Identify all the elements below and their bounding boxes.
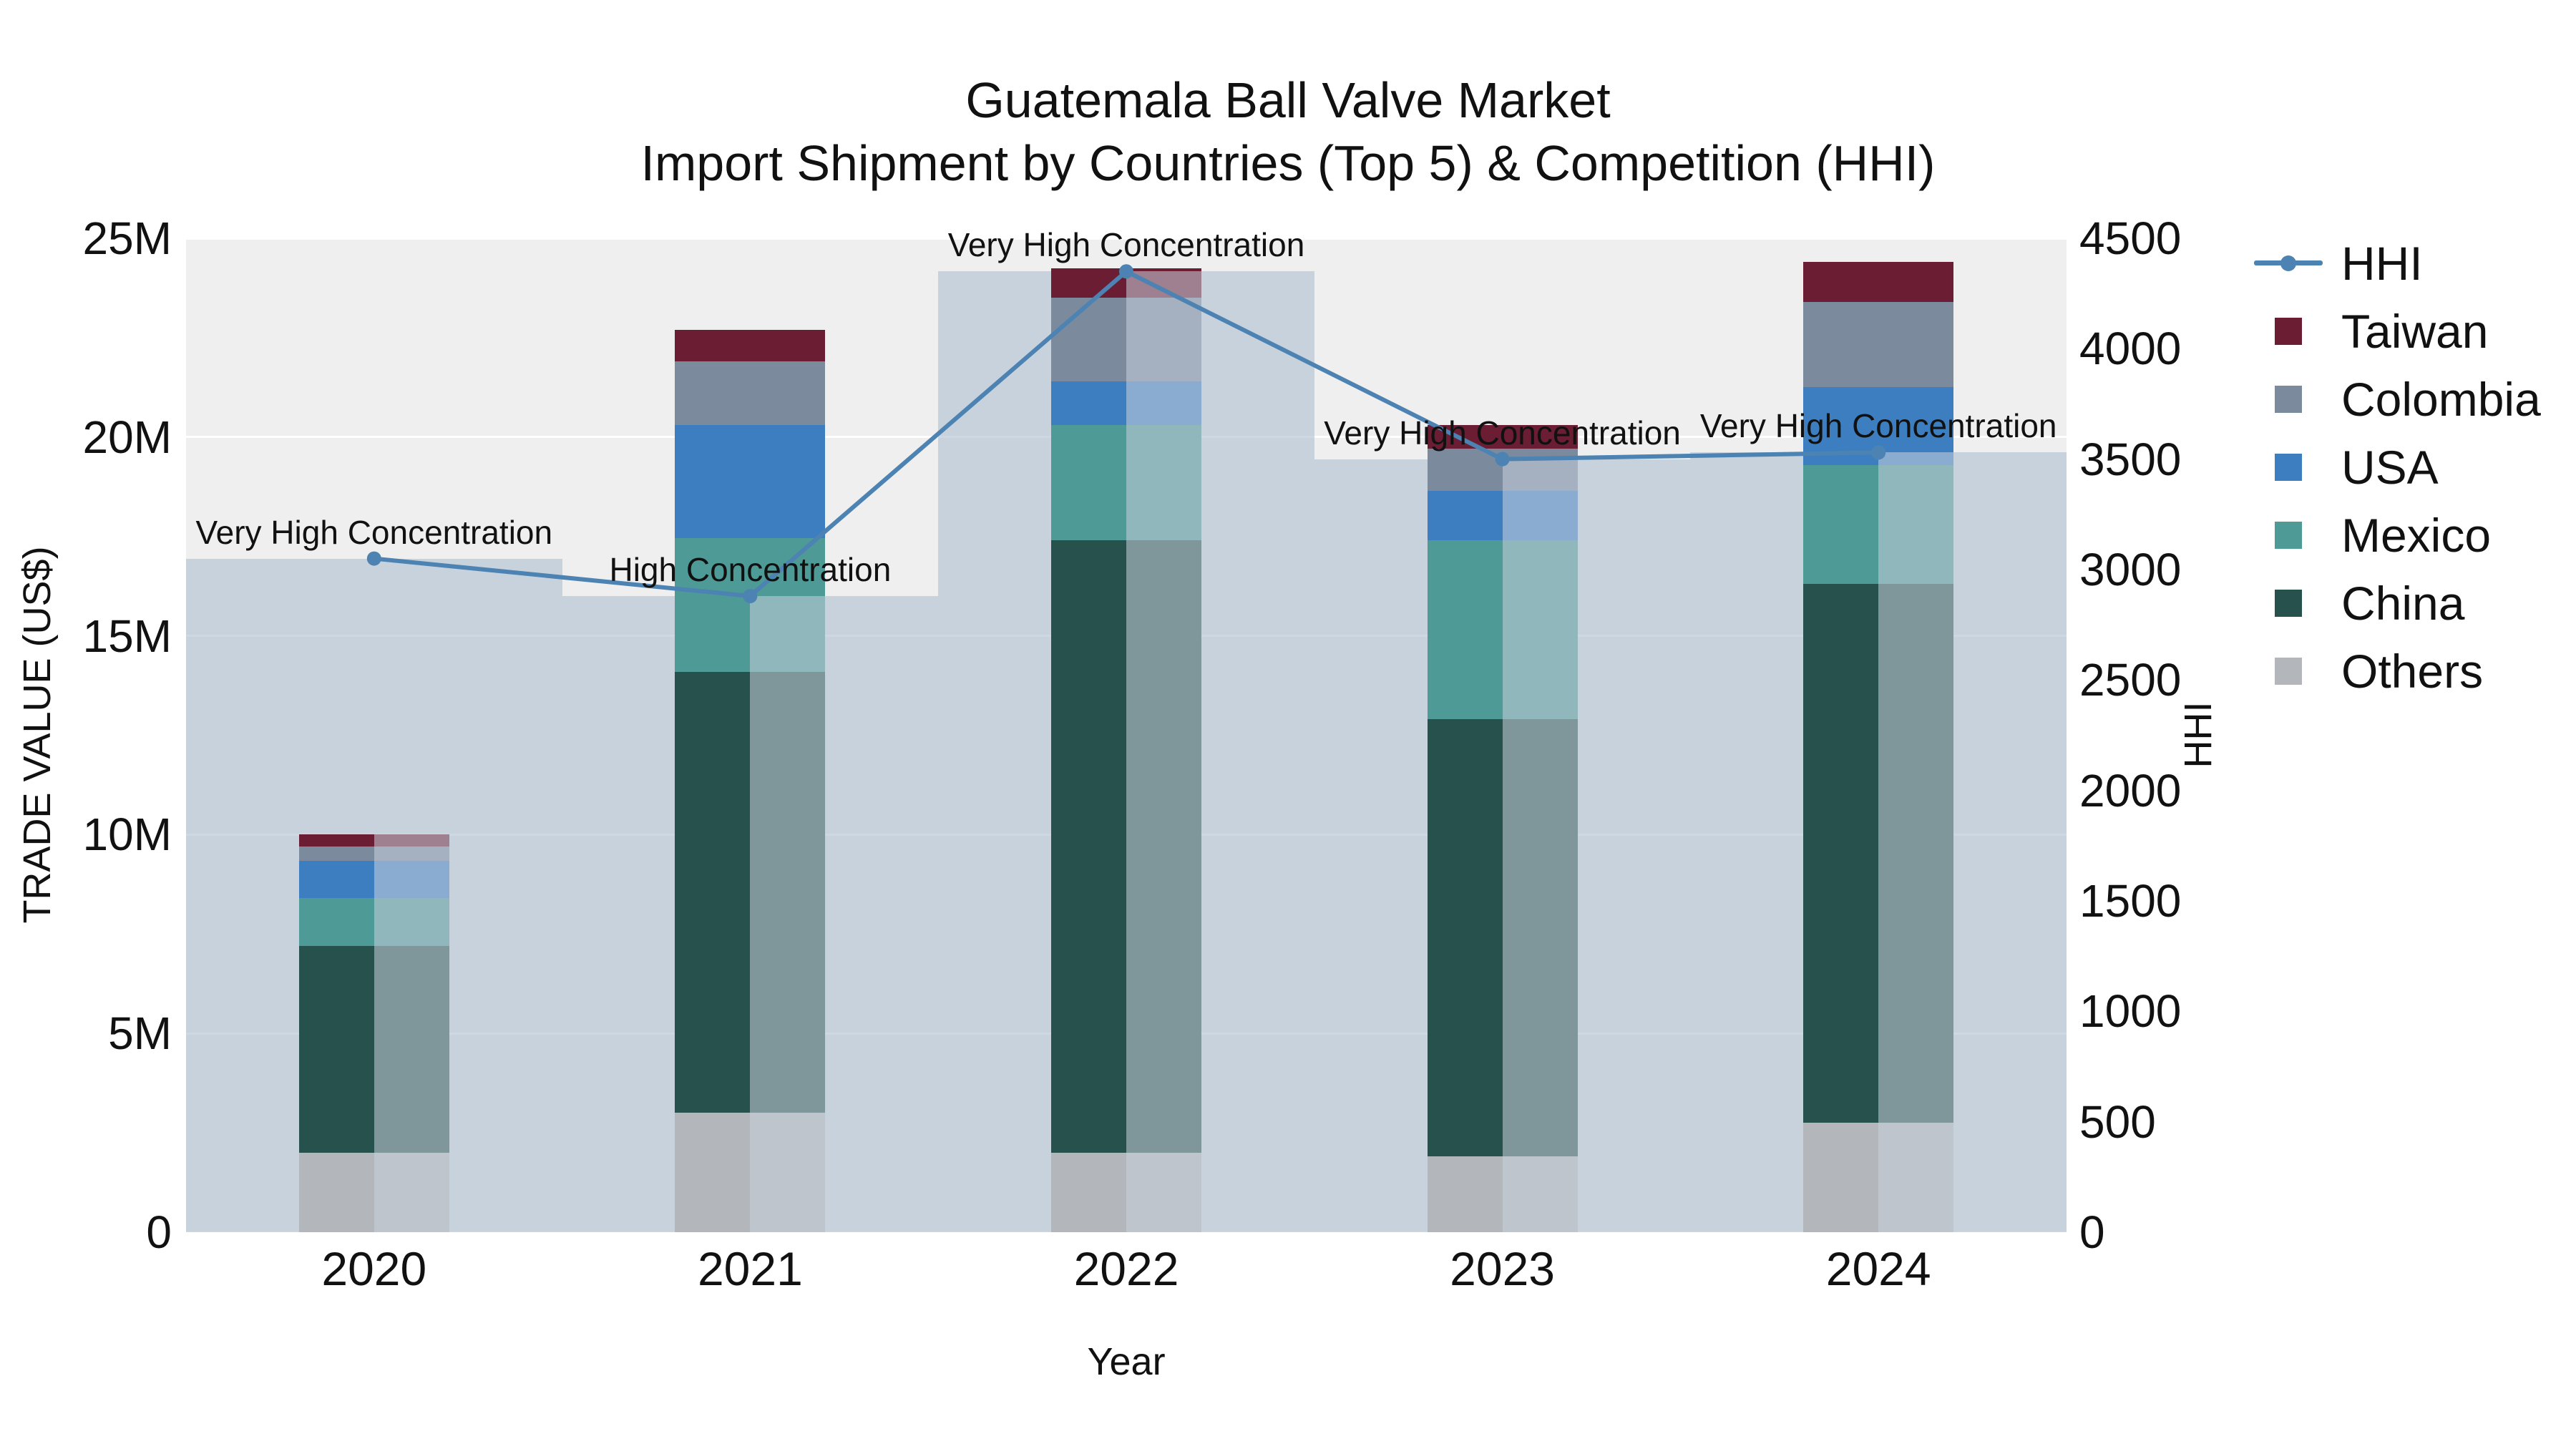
swatch-icon	[2254, 365, 2323, 433]
annotation-2024: Very High Concentration	[1699, 407, 2057, 445]
bar-segment-2021-colombia[interactable]	[675, 361, 826, 426]
y-right-tick-label: 1500	[2079, 875, 2182, 927]
legend: HHI Taiwan Colombia USA Mexico China Others	[2254, 229, 2541, 705]
legend-item-china[interactable]: China	[2254, 569, 2541, 637]
y-right-tick-label: 3500	[2079, 433, 2182, 485]
legend-label: Taiwan	[2341, 304, 2489, 358]
swatch-icon	[2254, 501, 2323, 569]
legend-line-glyph	[2254, 255, 2323, 271]
legend-label: Mexico	[2341, 508, 2492, 562]
swatch-icon	[2254, 637, 2323, 705]
bar-segment-2024-colombia[interactable]	[1803, 301, 1954, 388]
y-axis-title-left: TRADE VALUE (US$)	[16, 546, 59, 924]
x-tick-label-2024: 2024	[1825, 1242, 1931, 1295]
bar-segment-2024-taiwan[interactable]	[1803, 262, 1954, 302]
hhi-marker-2022[interactable]	[1119, 264, 1133, 279]
plot-area: Very High Concentration High Concentratio…	[186, 227, 2067, 1234]
annotation-2023: Very High Concentration	[1324, 414, 1681, 452]
bar-segment-2023-taiwan[interactable]	[1427, 425, 1578, 449]
y-left-tick-label: 10M	[82, 809, 172, 861]
chart-title: Guatemala Ball Valve Market	[965, 72, 1611, 128]
y-right-tick-label: 1000	[2079, 985, 2182, 1038]
hhi-line-icon	[2254, 229, 2323, 297]
y-right-tick-label: 4500	[2079, 213, 2182, 264]
hhi-marker-2021[interactable]	[743, 589, 758, 604]
chart-subtitle: Import Shipment by Countries (Top 5) & C…	[640, 135, 1936, 191]
swatch-icon	[2254, 297, 2323, 365]
y-right-tick-label: 2500	[2079, 654, 2182, 706]
y-right-tick-label: 0	[2079, 1206, 2105, 1258]
x-tick-label-2022: 2022	[1073, 1242, 1179, 1295]
bar-segment-2021-usa[interactable]	[675, 425, 826, 539]
annotations-layer: Very High Concentration High Concentratio…	[186, 227, 2067, 1232]
y-axis-title-right: HHI	[2177, 701, 2220, 769]
legend-item-usa[interactable]: USA	[2254, 433, 2541, 501]
legend-label: Colombia	[2341, 372, 2541, 426]
x-axis-title: Year	[1087, 1340, 1166, 1383]
legend-label: HHI	[2341, 236, 2423, 290]
y-left-tick-label: 0	[146, 1206, 172, 1258]
legend-swatch-glyph	[2275, 385, 2302, 413]
hhi-line-layer	[366, 264, 1886, 604]
gridline	[186, 237, 2067, 240]
legend-item-hhi[interactable]: HHI	[2254, 229, 2541, 297]
legend-swatch-glyph	[2275, 521, 2302, 549]
x-tick-label-2023: 2023	[1450, 1242, 1556, 1295]
legend-label: Others	[2341, 644, 2484, 698]
y-left-tick-label: 5M	[108, 1008, 172, 1060]
annotation-2021: High Concentration	[609, 551, 892, 589]
y-left-tick-label: 15M	[82, 610, 172, 662]
legend-marker-glyph	[2280, 255, 2296, 271]
y-right-tick-label: 2000	[2079, 764, 2182, 816]
legend-item-colombia[interactable]: Colombia	[2254, 365, 2541, 433]
y-right-tick-label: 4000	[2079, 323, 2182, 375]
x-tick-label-2021: 2021	[697, 1242, 803, 1295]
legend-label: China	[2341, 576, 2465, 630]
hhi-marker-2024[interactable]	[1871, 445, 1886, 460]
x-tick-label-2020: 2020	[321, 1242, 427, 1295]
legend-swatch-glyph	[2275, 453, 2302, 481]
hhi-marker-2023[interactable]	[1495, 452, 1510, 467]
legend-item-mexico[interactable]: Mexico	[2254, 501, 2541, 569]
y-right-tick-label: 500	[2079, 1096, 2156, 1148]
legend-item-taiwan[interactable]: Taiwan	[2254, 297, 2541, 365]
gridline	[186, 1231, 2067, 1234]
legend-swatch-glyph	[2275, 589, 2302, 617]
swatch-icon	[2254, 569, 2323, 637]
legend-swatch-glyph	[2275, 657, 2302, 685]
annotation-2020: Very High Concentration	[195, 513, 553, 551]
annotation-2022: Very High Concentration	[947, 226, 1305, 264]
y-left-tick-label: 20M	[82, 411, 172, 463]
y-right-tick-label: 3000	[2079, 544, 2182, 595]
legend-swatch-glyph	[2275, 317, 2302, 345]
swatch-icon	[2254, 433, 2323, 501]
legend-item-others[interactable]: Others	[2254, 637, 2541, 705]
y-left-tick-label: 25M	[82, 213, 172, 264]
hhi-marker-2020[interactable]	[366, 551, 381, 566]
bar-segment-2021-taiwan[interactable]	[675, 329, 826, 362]
legend-label: USA	[2341, 440, 2439, 494]
